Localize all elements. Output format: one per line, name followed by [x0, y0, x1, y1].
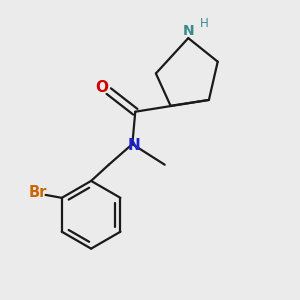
Text: H: H — [200, 17, 209, 31]
Text: N: N — [128, 138, 140, 153]
Text: Br: Br — [28, 185, 47, 200]
Text: O: O — [95, 80, 108, 95]
Text: N: N — [182, 24, 194, 38]
